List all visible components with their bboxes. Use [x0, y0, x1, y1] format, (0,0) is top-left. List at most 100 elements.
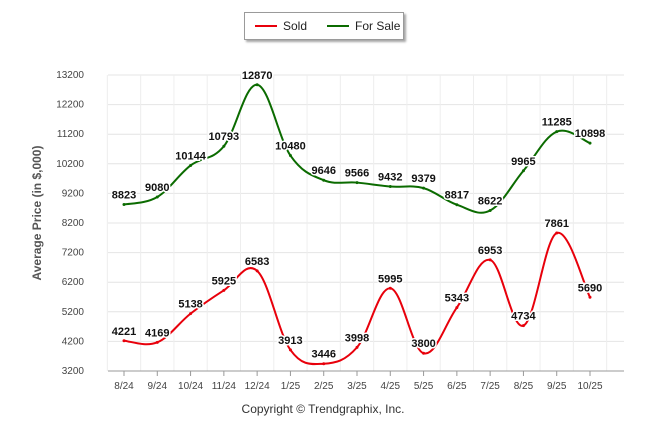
- y-tick-label: 3200: [62, 366, 85, 377]
- data-label-sold: 6953: [478, 245, 502, 257]
- data-point-for-sale: [288, 154, 292, 158]
- y-tick-label: 6200: [62, 277, 85, 288]
- label-layer: 4221 4169 5138 5925 6583 3913 3446 3998 5995 3800…: [110, 68, 607, 362]
- legend-item-sold[interactable]: Sold: [245, 19, 307, 33]
- series-line-for-sale: [123, 83, 591, 214]
- data-point-sold: [322, 362, 326, 366]
- data-point-sold: [155, 340, 159, 344]
- data-label-sold: 4221: [112, 326, 136, 338]
- data-point-for-sale: [422, 186, 426, 190]
- data-point-sold: [288, 348, 292, 352]
- legend-swatch-for-sale: [327, 25, 350, 27]
- data-label-sold: 4734: [511, 311, 536, 323]
- x-tick-label: 4/25: [381, 381, 401, 392]
- data-point-for-sale: [322, 178, 326, 182]
- data-label-for-sale: 9080: [145, 182, 169, 194]
- data-label-for-sale: 12870: [242, 70, 273, 82]
- data-point-sold: [555, 231, 559, 235]
- y-axis-label: Average Price (in $,000): [30, 146, 44, 281]
- data-point-sold: [255, 269, 259, 273]
- data-label-for-sale: 9566: [345, 168, 369, 180]
- data-point-for-sale: [521, 169, 525, 173]
- legend-label-sold: Sold: [283, 19, 308, 33]
- data-point-for-sale: [155, 195, 159, 199]
- data-label-sold: 3800: [411, 338, 435, 350]
- data-point-sold: [122, 339, 126, 343]
- copyright-footer: Copyright © Trendgraphix, Inc.: [241, 402, 405, 416]
- x-tick-label: 10/25: [577, 381, 602, 392]
- y-tick-label: 8200: [62, 218, 85, 229]
- x-tick-label: 12/24: [245, 381, 270, 392]
- data-point-for-sale: [255, 83, 259, 87]
- axis-layer: 3200 4200 5200 6200 7200 8200 9200 10200 11200 12…: [56, 70, 624, 392]
- data-label-for-sale: 9965: [511, 156, 535, 168]
- data-point-for-sale: [388, 185, 392, 189]
- y-tick-label: 9200: [62, 188, 85, 199]
- data-label-sold: 5995: [378, 273, 402, 285]
- data-point-sold: [588, 295, 592, 299]
- data-point-sold: [422, 351, 426, 355]
- data-label-for-sale: 10480: [275, 141, 306, 153]
- data-label-sold: 4169: [145, 327, 169, 339]
- data-label-for-sale: 8823: [112, 190, 136, 202]
- y-tick-label: 11200: [57, 129, 85, 140]
- y-tick-label: 10200: [56, 159, 84, 170]
- data-label-for-sale: 9432: [378, 172, 402, 184]
- data-point-sold: [388, 286, 392, 290]
- x-tick-label: 6/25: [447, 381, 467, 392]
- data-label-sold: 3913: [278, 335, 302, 347]
- x-tick-label: 10/24: [178, 381, 203, 392]
- data-label-for-sale: 11285: [542, 117, 572, 129]
- legend-item-for-sale[interactable]: For Sale: [317, 19, 400, 33]
- x-tick-label: 3/25: [347, 381, 367, 392]
- series-layer: [122, 83, 592, 366]
- x-tick-label: 8/24: [114, 381, 134, 392]
- data-label-sold: 5925: [212, 275, 236, 287]
- data-label-for-sale: 10898: [575, 128, 606, 140]
- x-tick-label: 7/25: [480, 381, 500, 392]
- data-label-sold: 7861: [544, 218, 568, 230]
- x-tick-label: 9/25: [547, 381, 567, 392]
- data-point-sold: [455, 306, 459, 310]
- data-label-for-sale: 9646: [311, 165, 335, 177]
- data-point-for-sale: [588, 141, 592, 145]
- data-point-for-sale: [189, 163, 193, 167]
- data-label-sold: 3998: [345, 332, 369, 344]
- x-tick-label: 11/24: [212, 381, 237, 392]
- data-label-for-sale: 9379: [411, 173, 435, 185]
- data-label-sold: 3446: [311, 349, 335, 361]
- x-tick-label: 8/25: [514, 381, 534, 392]
- y-tick-label: 7200: [62, 248, 85, 259]
- y-tick-label: 12200: [56, 100, 84, 111]
- data-point-sold: [222, 288, 226, 292]
- legend-label-for-sale: For Sale: [355, 19, 401, 33]
- legend-swatch-sold: [255, 25, 277, 27]
- y-tick-label: 4200: [62, 336, 85, 347]
- x-tick-label: 2/25: [314, 381, 334, 392]
- data-point-for-sale: [355, 181, 359, 185]
- data-label-sold: 6583: [245, 256, 269, 268]
- data-label-for-sale: 10793: [209, 131, 240, 143]
- data-point-for-sale: [122, 203, 126, 207]
- data-point-for-sale: [488, 209, 492, 213]
- data-point-sold: [189, 312, 193, 316]
- data-point-for-sale: [555, 130, 559, 134]
- data-point-for-sale: [455, 203, 459, 207]
- x-tick-label: 1/25: [281, 381, 301, 392]
- x-tick-label: 5/25: [414, 381, 434, 392]
- data-label-sold: 5343: [445, 293, 469, 305]
- y-tick-label: 13200: [56, 70, 84, 81]
- data-label-for-sale: 8622: [478, 196, 502, 208]
- data-point-for-sale: [222, 144, 226, 148]
- data-label-for-sale: 10144: [175, 150, 206, 162]
- data-point-sold: [488, 258, 492, 262]
- y-tick-label: 5200: [62, 307, 85, 318]
- grid-layer: [106, 74, 624, 372]
- data-label-for-sale: 8817: [445, 190, 469, 202]
- data-label-sold: 5138: [178, 299, 202, 311]
- data-point-sold: [355, 345, 359, 349]
- x-tick-label: 9/24: [148, 381, 168, 392]
- data-label-sold: 5690: [578, 282, 602, 294]
- chart-legend: Sold For Sale: [244, 12, 404, 40]
